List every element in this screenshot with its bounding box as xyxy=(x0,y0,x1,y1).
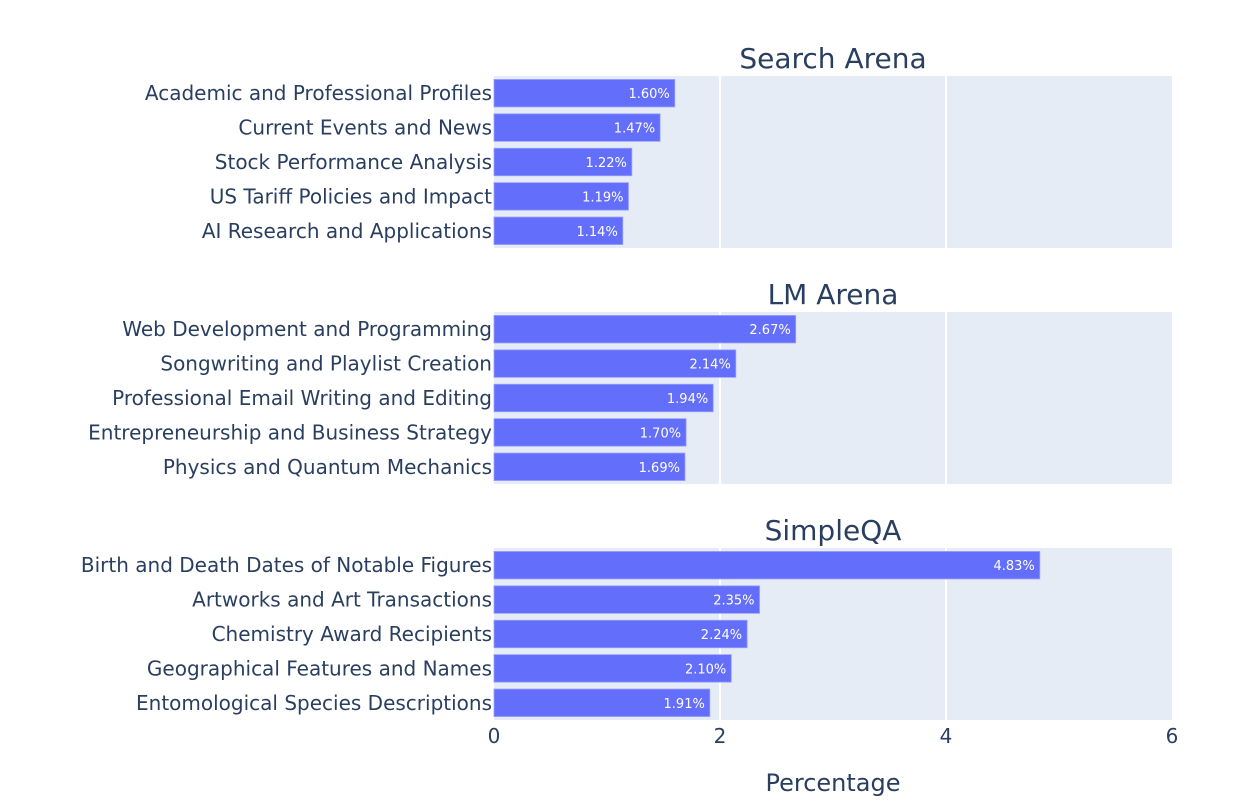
data-label: 4.83% xyxy=(993,559,1034,574)
data-label: 2.14% xyxy=(690,358,731,373)
data-label: 2.24% xyxy=(701,628,742,643)
data-label: 1.60% xyxy=(628,87,669,102)
bar xyxy=(493,452,686,481)
bar xyxy=(493,418,687,447)
bar xyxy=(493,147,633,177)
data-label: 1.69% xyxy=(639,461,680,476)
subplot-title: SimpleQA xyxy=(765,514,902,547)
bar xyxy=(493,216,624,245)
data-label: 1.70% xyxy=(640,426,681,441)
data-label: 2.35% xyxy=(713,594,754,609)
category-label: Geographical Features and Names xyxy=(147,656,492,680)
data-label: 1.19% xyxy=(582,190,623,205)
bar xyxy=(493,551,1041,580)
x-tick-label: 6 xyxy=(1166,724,1179,748)
category-label: Entrepreneurship and Business Strategy xyxy=(88,420,492,444)
subplot-lm-arena: LM Arena 2.67% Web Development and Program… xyxy=(88,278,1172,484)
category-label: Songwriting and Playlist Creation xyxy=(160,352,492,376)
bar xyxy=(493,182,629,211)
x-tick-label: 4 xyxy=(940,724,953,748)
category-label: Academic and Professional Profiles xyxy=(145,81,492,105)
category-label: Professional Email Writing and Editing xyxy=(112,386,492,410)
x-axis-label: Percentage xyxy=(765,769,900,797)
category-label: Web Development and Programming xyxy=(122,317,492,341)
bar xyxy=(493,688,711,717)
data-label: 1.91% xyxy=(664,697,705,712)
category-label: Physics and Quantum Mechanics xyxy=(163,455,492,479)
data-label: 2.67% xyxy=(749,323,790,338)
data-label: 1.47% xyxy=(614,122,655,137)
category-label: Chemistry Award Recipients xyxy=(212,622,492,646)
category-label: Entomological Species Descriptions xyxy=(136,691,492,715)
bar xyxy=(493,619,748,649)
subplot-title: LM Arena xyxy=(768,278,899,311)
x-tick-label: 0 xyxy=(488,724,501,748)
data-label: 1.14% xyxy=(577,225,618,240)
x-tick-label: 2 xyxy=(714,724,727,748)
bar xyxy=(493,585,760,614)
category-label: Stock Performance Analysis xyxy=(215,150,492,174)
subplot-title: Search Arena xyxy=(739,42,926,75)
data-label: 1.22% xyxy=(586,156,627,171)
subplot-simpleqa: SimpleQA 4.83% Birth and Death Dates of No… xyxy=(81,514,1172,720)
category-label: AI Research and Applications xyxy=(202,219,492,243)
bar xyxy=(493,113,661,142)
bar xyxy=(493,79,676,108)
bar xyxy=(493,315,797,344)
bar xyxy=(493,654,732,683)
category-label: Artworks and Art Transactions xyxy=(192,588,492,612)
subplot-search-arena: Search Arena 1.60% Academic and Profession… xyxy=(145,42,1172,248)
x-axis: 0 2 4 6 xyxy=(488,724,1179,748)
bar xyxy=(493,383,714,413)
category-label: Current Events and News xyxy=(238,116,492,140)
bar xyxy=(493,349,737,378)
category-label: US Tariff Policies and Impact xyxy=(210,184,492,208)
category-label: Birth and Death Dates of Notable Figures xyxy=(81,553,492,577)
data-label: 1.94% xyxy=(667,392,708,407)
data-label: 2.10% xyxy=(685,662,726,677)
